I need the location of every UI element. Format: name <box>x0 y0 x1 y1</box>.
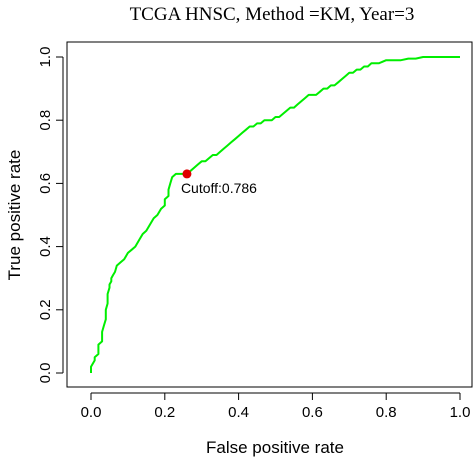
x-tick-label: 0.8 <box>376 404 397 421</box>
y-axis: 0.0 0.2 0.4 0.6 0.8 1.0 <box>37 47 64 384</box>
x-tick-label: 1.0 <box>450 404 471 421</box>
y-tick-label: 0.2 <box>37 299 54 320</box>
chart-title: TCGA HNSC, Method =KM, Year=3 <box>130 4 415 25</box>
y-tick-label: 0.6 <box>37 173 54 194</box>
x-tick-label: 0.0 <box>81 404 102 421</box>
x-tick-label: 0.2 <box>154 404 175 421</box>
x-axis-label: False positive rate <box>206 438 344 457</box>
roc-curve-line <box>90 56 460 373</box>
cutoff-label: Cutoff:0.786 <box>181 180 257 196</box>
series-layer <box>90 56 460 373</box>
plot-frame <box>66 41 473 388</box>
x-tick-label: 0.4 <box>228 404 249 421</box>
y-tick-label: 0.4 <box>37 236 54 257</box>
y-axis-label: True positive rate <box>5 150 24 281</box>
x-axis: 0.0 0.2 0.4 0.6 0.8 1.0 <box>81 392 471 421</box>
y-tick-label: 0.0 <box>37 363 54 384</box>
y-tick-label: 1.0 <box>37 47 54 68</box>
y-tick-label: 0.8 <box>37 110 54 131</box>
x-tick-label: 0.6 <box>302 404 323 421</box>
cutoff-point <box>182 169 192 179</box>
cutoff-layer: Cutoff:0.786 <box>181 169 257 196</box>
